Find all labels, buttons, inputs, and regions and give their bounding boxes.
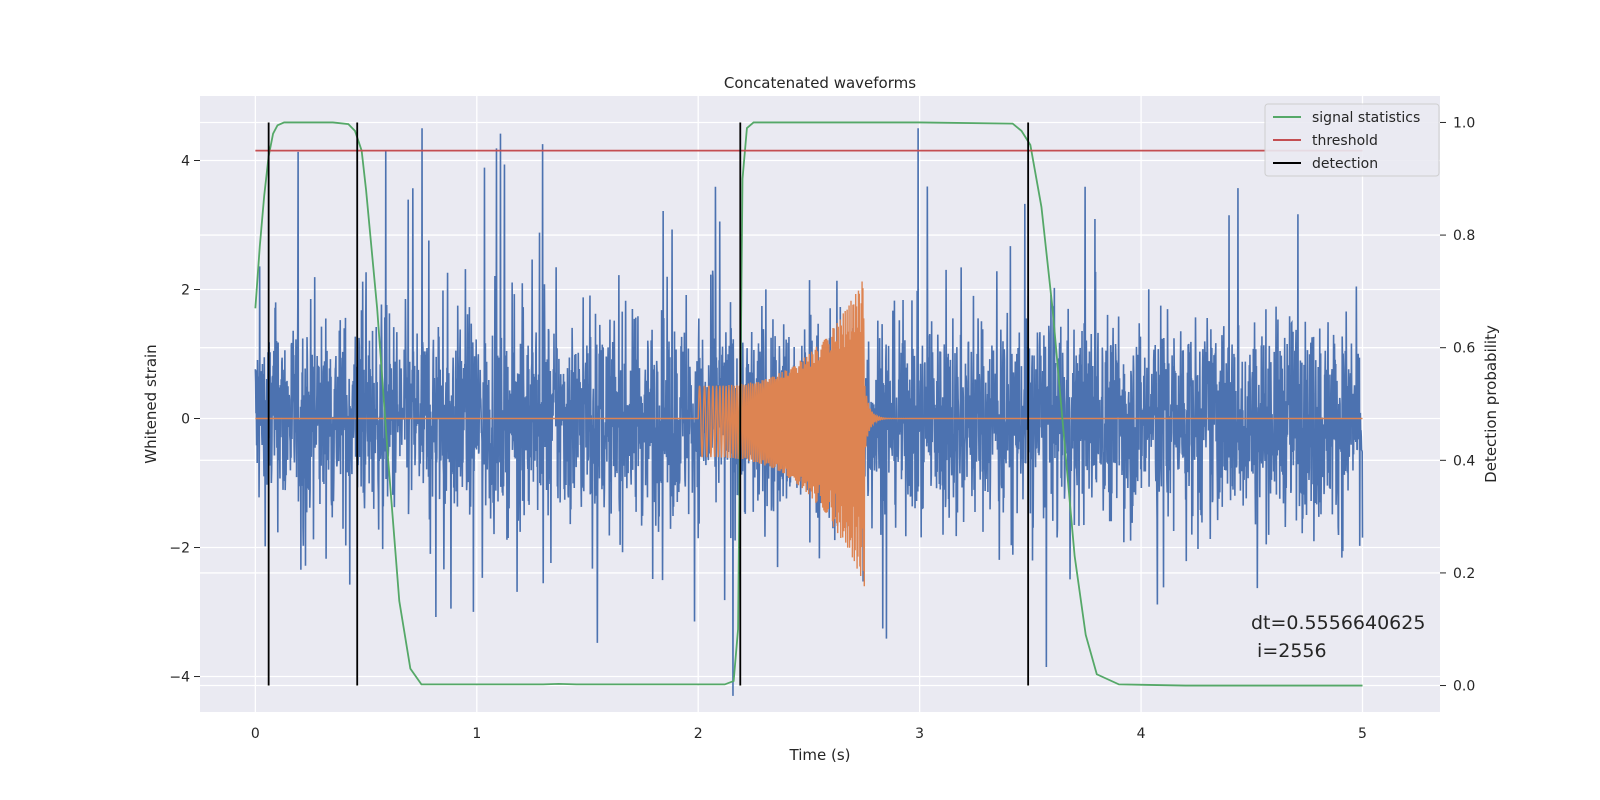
x-axis-label: Time (s) [789, 746, 851, 764]
y-axis-right-label: Detection probability [1482, 325, 1500, 483]
annotation: dt=0.5556640625 i=2556 [1251, 612, 1425, 662]
annotation-line: dt=0.5556640625 [1251, 612, 1425, 634]
y-axis-label: Whitened strain [142, 344, 160, 463]
legend-box [1264, 103, 1440, 177]
legend: signal statistics threshold detection [1264, 103, 1440, 177]
x-tick-label: 1 [472, 726, 481, 742]
y-right-tick-label: 0.8 [1453, 228, 1475, 244]
y-right-tick-label: 0.2 [1453, 566, 1475, 582]
y-right-tick-label: 1.0 [1453, 115, 1475, 131]
chirp-series-line [255, 281, 1363, 587]
x-tick-label: 2 [694, 726, 703, 742]
x-tick-label: 0 [251, 726, 260, 742]
legend-label: detection [1312, 156, 1378, 172]
y-right-tick-label: 0.4 [1453, 453, 1475, 469]
y-tick-label: 2 [181, 283, 190, 299]
x-tick-label: 5 [1358, 726, 1367, 742]
x-tick-label: 4 [1137, 726, 1146, 742]
y-tick-label: −2 [169, 541, 190, 557]
ticks: 0 1 2 3 4 5 −4 −2 0 2 4 0.0 0.2 0.4 0.6 0.8 1.0 [169, 115, 1475, 742]
y-right-tick-label: 0.0 [1453, 679, 1475, 695]
annotation-line: i=2556 [1251, 640, 1327, 662]
y-right-tick-label: 0.6 [1453, 341, 1475, 357]
chart-title: Concatenated waveforms [724, 74, 916, 92]
series-layer [254, 121, 1364, 696]
x-tick-label: 3 [915, 726, 924, 742]
signal-statistics-line [254, 121, 1363, 687]
legend-label: signal statistics [1312, 110, 1420, 126]
y-tick-label: 0 [181, 412, 190, 428]
y-tick-label: 4 [181, 154, 190, 170]
legend-label: threshold [1312, 133, 1378, 149]
plot-area [254, 121, 1364, 696]
y-tick-label: −4 [169, 670, 190, 686]
